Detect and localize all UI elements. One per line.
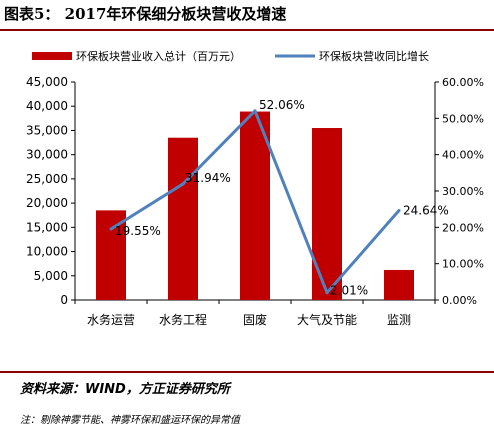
bar — [96, 210, 126, 300]
growth-line: 19.55% 31.94% 52.06% 2.01% 24.64% — [109, 98, 449, 298]
growth-point — [253, 109, 257, 113]
source-text: 资料来源：WIND，方正证券研究所 — [20, 382, 230, 397]
y-left-tick-label: 30,000 — [26, 148, 68, 162]
chart-container: 环保板块营业收入总计（百万元） 环保板块营收同比增长 0 5,000 10,000 1… — [0, 32, 494, 372]
figure-title: 图表5： 2017年环保细分板块营收及增速 — [4, 5, 287, 23]
y-left-tick-label: 45,000 — [26, 75, 68, 89]
y-left-tick-label: 35,000 — [26, 123, 68, 137]
legend-label-bar: 环保板块营业收入总计（百万元） — [76, 49, 241, 63]
source-rule — [0, 371, 494, 373]
growth-data-label: 52.06% — [259, 98, 305, 112]
bar — [240, 111, 270, 300]
bar — [312, 128, 342, 300]
y-right-tick-label: 10.00% — [442, 258, 484, 271]
axes: 0 5,000 10,000 15,000 20,000 25,000 30,000 35,0… — [26, 75, 484, 307]
growth-data-label: 31.94% — [185, 171, 231, 185]
y-left-tick-label: 10,000 — [26, 245, 68, 259]
title-rule — [0, 29, 494, 31]
x-tick-label: 监测 — [387, 313, 411, 327]
bars — [96, 111, 414, 300]
growth-point — [325, 291, 329, 295]
legend-swatch-bar — [32, 52, 72, 60]
x-tick-label: 固废 — [243, 312, 267, 327]
growth-point — [109, 227, 113, 231]
y-right-tick-label: 0.00% — [442, 294, 477, 307]
y-left-tick-label: 0 — [60, 293, 68, 307]
y-left-tick-label: 20,000 — [26, 196, 68, 210]
chart: 环保板块营业收入总计（百万元） 环保板块营收同比增长 0 5,000 10,000 1… — [26, 49, 484, 327]
growth-data-label: 2.01% — [330, 284, 368, 298]
x-tick-label: 大气及节能 — [297, 312, 357, 327]
y-right-tick-label: 30.00% — [442, 185, 484, 198]
y-right-tick-label: 60.00% — [442, 76, 484, 89]
x-tick-label: 水务运营 — [87, 312, 135, 327]
note-text: 注：剔除神雾节能、神雾环保和盛运环保的异常值 — [20, 415, 240, 426]
y-right-tick-label: 20.00% — [442, 221, 484, 234]
bar — [168, 137, 198, 300]
bar — [384, 269, 414, 300]
y-right-tick-label: 40.00% — [442, 149, 484, 162]
y-left-tick-label: 15,000 — [26, 220, 68, 234]
y-right-tick-label: 50.00% — [442, 112, 484, 125]
legend-label-line: 环保板块营收同比增长 — [319, 49, 429, 63]
growth-point — [397, 208, 401, 212]
x-tick-label: 水务工程 — [159, 312, 207, 327]
growth-data-label: 24.64% — [403, 203, 449, 217]
y-left-tick-label: 25,000 — [26, 172, 68, 186]
y-left-tick-label: 5,000 — [34, 269, 68, 283]
growth-data-label: 19.55% — [115, 224, 161, 238]
growth-point — [181, 182, 185, 186]
y-left-tick-label: 40,000 — [26, 99, 68, 113]
x-axis-labels: 水务运营 水务工程 固废 大气及节能 监测 — [87, 312, 411, 327]
legend: 环保板块营业收入总计（百万元） 环保板块营收同比增长 — [32, 49, 429, 63]
